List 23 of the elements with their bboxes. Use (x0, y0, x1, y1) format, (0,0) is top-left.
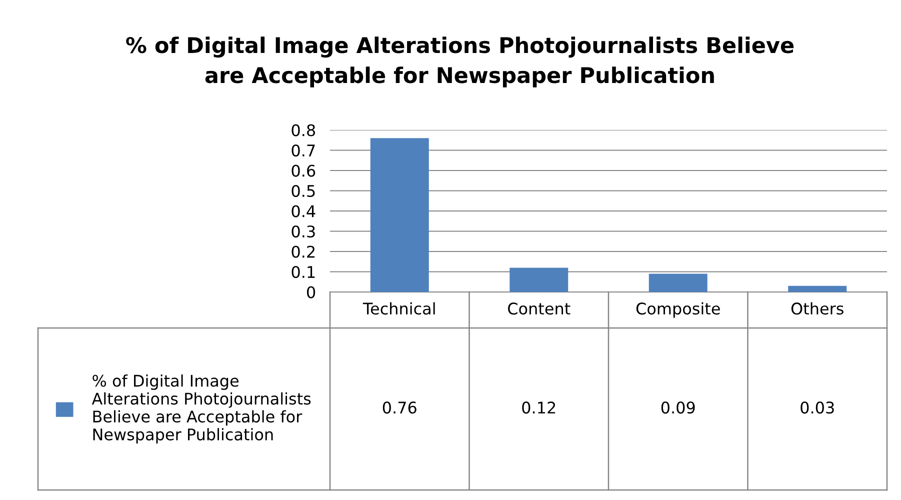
data-label: 0.09 (661, 402, 695, 414)
y-tick-label: 0.7 (292, 144, 315, 157)
bar (510, 268, 568, 292)
y-tick-label: 0.3 (292, 225, 315, 238)
data-label: 0.12 (522, 402, 556, 414)
y-tick-label: 0 (307, 286, 316, 298)
data-label: 0.03 (800, 402, 834, 414)
x-tick-label: Others (791, 302, 844, 315)
data-label: 0.76 (382, 402, 416, 414)
x-tick-label: Content (508, 302, 570, 315)
x-tick-label: Technical (362, 302, 435, 315)
y-tick-label: 0.6 (292, 164, 316, 177)
y-tick-label: 0.1 (292, 266, 315, 278)
bar (648, 274, 708, 292)
x-tick-label: Composite (636, 302, 720, 318)
y-tick-label: 0.4 (292, 205, 316, 218)
chart-title: % of Digital Image Alterations Photojournalists Believe are Acceptable for Newspaper Publication (126, 36, 794, 88)
y-tick-label: 0.5 (292, 184, 315, 198)
y-tick-label: 0.8 (292, 124, 316, 136)
bar (370, 138, 429, 292)
legend-label: % of Digital Image Alterations Photojournalists Believe are Acceptable for Newspaper Publication (92, 374, 311, 444)
bar (788, 286, 847, 292)
y-tick-label: 0.2 (292, 246, 315, 258)
